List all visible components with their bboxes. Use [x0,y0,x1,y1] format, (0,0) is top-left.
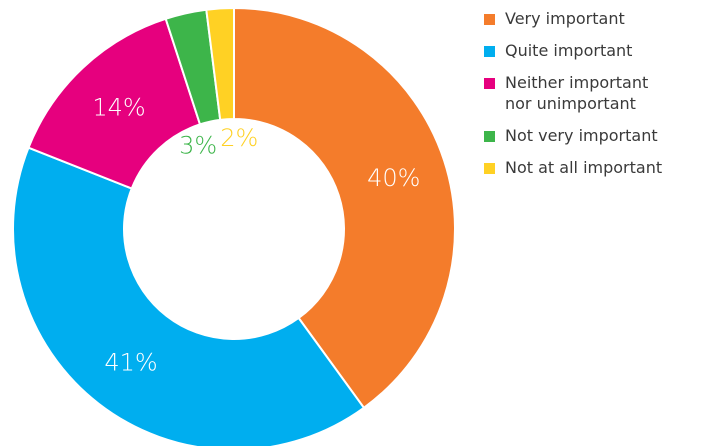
slice-quite-important [12,146,366,446]
legend-label: Not very important [505,125,658,146]
legend-label-line: Not at all important [505,158,663,177]
legend-item: Neither important nor unimportant [484,72,706,114]
legend-label-line: Not very important [505,126,658,145]
legend-item: Not at all important [484,157,706,178]
legend-item: Very important [484,8,706,29]
slice-not-at-all-important [205,6,235,121]
legend-label-line: Neither important [505,73,649,92]
legend-label-line: Quite important [505,41,633,60]
legend-label: Neither important nor unimportant [505,72,648,114]
legend-swatch [484,78,495,89]
slice-value-label: 14% [92,94,145,122]
chart-legend: Very important Quite important Neither imp… [484,8,706,189]
slice-value-label: 3% [179,131,217,159]
legend-label: Quite important [505,40,632,61]
legend-swatch [484,14,495,25]
legend-item: Quite important [484,40,706,61]
legend-item: Not very important [484,125,706,146]
slice-very-important [233,6,456,410]
legend-label-line: Very important [505,9,625,28]
legend-label: Not at all important [505,157,662,178]
donut-slices [12,6,456,446]
slice-value-label: 40% [367,164,420,192]
slice-value-label: 2% [220,124,258,152]
legend-swatch [484,131,495,142]
legend-label: Very important [505,8,625,29]
legend-swatch [484,163,495,174]
legend-swatch [484,46,495,57]
slice-labels: 40% 41% 14% 3% 2% [92,94,420,377]
legend-label-line: nor unimportant [505,94,636,113]
slice-value-label: 41% [104,349,157,377]
